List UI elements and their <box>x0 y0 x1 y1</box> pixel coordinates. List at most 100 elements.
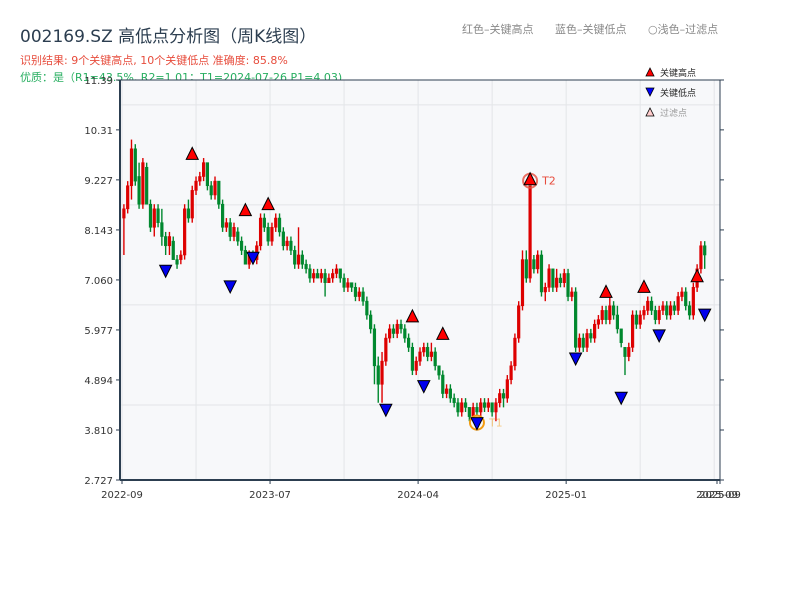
candle-body <box>270 226 274 242</box>
candle-body <box>608 305 612 320</box>
color-legend-high: 红色–关键高点 <box>462 23 534 36</box>
candle-body <box>220 203 225 228</box>
candle-body <box>186 208 191 219</box>
key-high-marker <box>261 196 275 211</box>
candle-body <box>414 360 418 371</box>
candle-body <box>581 337 585 348</box>
candle-body <box>589 333 593 339</box>
candle-body <box>152 208 156 228</box>
t1-label: T1 <box>488 417 503 430</box>
candle-body <box>357 291 361 297</box>
candle-body <box>539 254 544 293</box>
key-low-marker <box>697 308 712 323</box>
candle-body <box>703 245 707 256</box>
candle-body <box>555 277 559 288</box>
candle-body <box>687 305 692 316</box>
candle-body <box>202 162 206 177</box>
y-tick-label: 4.894 <box>84 376 113 387</box>
candle-body <box>164 236 168 247</box>
candle-body <box>418 351 422 362</box>
candle-body <box>384 337 388 362</box>
candle-body <box>425 347 430 357</box>
candle-body <box>369 314 373 330</box>
candle-body <box>422 347 426 353</box>
candle-body <box>160 222 164 237</box>
candle-body <box>350 282 354 288</box>
candle-body <box>558 277 563 284</box>
candle-body <box>388 328 392 339</box>
candle-body <box>619 328 623 344</box>
candle-body <box>479 402 483 413</box>
candle-body <box>452 397 456 404</box>
candle-body <box>501 393 506 399</box>
candle-body <box>213 180 217 196</box>
candle-body <box>566 273 570 297</box>
color-legend-filtered: ○浅色–过滤点 <box>648 23 719 36</box>
candle-body <box>517 305 521 339</box>
candle-body <box>494 402 498 413</box>
key-low-marker <box>158 264 173 279</box>
candle-body <box>312 273 316 279</box>
candle-body <box>232 226 236 237</box>
candle-body <box>570 291 574 297</box>
candle-body <box>403 328 407 339</box>
key-low-marker <box>246 251 260 266</box>
candle-body <box>653 310 657 320</box>
candle-body <box>281 231 285 247</box>
candle-body <box>277 217 282 233</box>
key-high-marker <box>238 202 253 217</box>
key-low-marker <box>223 280 238 295</box>
y-tick-label: 10.31 <box>84 126 113 137</box>
candle-body <box>691 287 695 316</box>
candle-body <box>574 291 578 348</box>
x-tick-label: 2025-09 <box>699 490 741 501</box>
legend-label-2: 过滤点 <box>660 107 687 119</box>
candle-body <box>456 402 460 413</box>
x-tick-label: 2024-04 <box>397 490 439 501</box>
candle-body <box>133 148 137 182</box>
candle-body <box>657 310 661 320</box>
candle-body <box>505 379 509 399</box>
candle-body <box>380 360 384 385</box>
key-low-marker <box>568 352 583 367</box>
key-high-marker <box>599 284 613 298</box>
candle-body <box>148 203 153 228</box>
chart-title: 002169.SZ 高低点分析图（周K线图） <box>20 27 317 47</box>
key-high-marker <box>690 268 704 283</box>
candle-body <box>437 365 441 376</box>
candle-body <box>342 277 346 288</box>
candle-body <box>399 323 403 330</box>
candle-body <box>509 365 513 380</box>
legend-marker-1 <box>645 87 655 97</box>
candle-body <box>141 162 145 205</box>
y-tick-label: 2.727 <box>84 476 113 487</box>
candle-body <box>490 402 494 413</box>
candle-body <box>167 236 172 247</box>
candle-body <box>304 263 308 270</box>
candle-body <box>532 259 536 270</box>
candle-body <box>441 374 445 394</box>
candle-body <box>243 250 247 265</box>
key-low-marker <box>470 417 484 431</box>
candle-body <box>604 310 608 320</box>
result-summary: 识别结果: 9个关键高点, 10个关键低点 准确度: 85.8% <box>20 54 288 67</box>
key-high-marker <box>435 326 450 340</box>
legend-label-0: 关键高点 <box>660 67 696 79</box>
candle-body <box>376 365 380 385</box>
candle-body <box>460 402 464 413</box>
candle-body <box>665 305 669 316</box>
candle-body <box>676 296 680 311</box>
candle-body <box>327 277 331 284</box>
candle-body <box>361 291 365 302</box>
key-low-marker <box>379 403 393 418</box>
candle-body <box>289 240 293 251</box>
candle-body <box>236 231 240 242</box>
x-tick-label: 2025-09 <box>696 490 738 501</box>
candle-body <box>262 217 266 228</box>
candle-body <box>145 166 149 205</box>
candle-body <box>699 245 703 270</box>
candle-body <box>615 314 620 330</box>
key-low-marker <box>614 391 629 406</box>
candle-body <box>672 305 676 311</box>
